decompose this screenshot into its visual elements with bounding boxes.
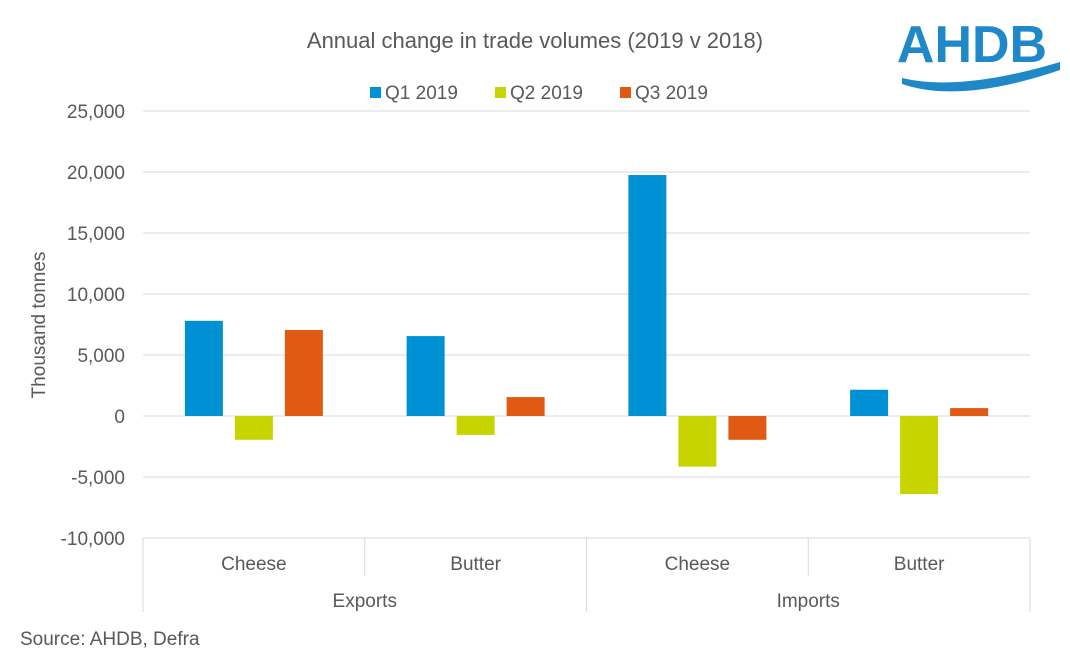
bar-q3-2019 [506,397,545,416]
y-axis-label: Thousand tonnes [29,252,50,399]
bar-q2-2019 [678,416,717,467]
svg-text:AHDB: AHDB [897,16,1047,74]
bar-q2-2019 [456,416,495,435]
legend-swatch [370,87,381,98]
chart-title: Annual change in trade volumes (2019 v 2… [307,28,763,53]
y-tick-label: 10,000 [67,285,125,306]
bar-q3-2019 [950,408,989,416]
bar-q2-2019 [900,416,939,495]
legend-swatch [495,87,506,98]
y-tick-label: -5,000 [71,468,125,489]
legend-swatch [620,87,631,98]
category-label: Butter [894,554,945,575]
y-tick-label: 5,000 [77,346,125,367]
y-tick-label: 25,000 [67,102,125,123]
y-tick-label: -10,000 [61,529,125,550]
bar-q1-2019 [850,389,889,416]
y-tick-label: 15,000 [67,224,125,245]
ahdb-logo: AHDB [897,16,1060,92]
bar-q3-2019 [728,416,767,440]
group-label: Exports [333,591,397,612]
legend-label: Q2 2019 [510,83,583,104]
legend-label: Q1 2019 [385,83,458,104]
category-label: Cheese [665,554,731,575]
y-tick-label: 20,000 [67,163,125,184]
y-tick-label: 0 [114,407,125,428]
source-note: Source: AHDB, Defra [20,629,200,650]
group-label: Imports [777,591,840,612]
bar-q2-2019 [234,416,273,440]
legend-label: Q3 2019 [635,83,708,104]
category-label: Cheese [221,554,287,575]
bar-q1-2019 [184,320,223,416]
category-label: Butter [450,554,501,575]
bar-q1-2019 [406,336,445,416]
bar-q1-2019 [628,175,667,416]
bar-q3-2019 [284,329,323,416]
